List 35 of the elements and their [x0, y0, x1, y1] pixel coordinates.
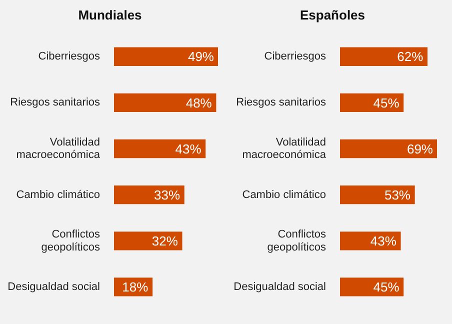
data-label: 69%	[406, 141, 434, 156]
data-label: 48%	[186, 95, 212, 110]
data-label: 32%	[152, 233, 178, 248]
data-label: 33%	[154, 187, 180, 202]
chart-title: Españoles	[300, 7, 366, 22]
bar	[114, 47, 218, 66]
y-tick-label: Ciberriesgos	[264, 50, 326, 63]
data-label: 49%	[188, 49, 214, 64]
bar	[114, 186, 184, 204]
y-tick-label: Volatilidad macroeconómica	[242, 136, 327, 162]
y-tick-label: Volatilidad macroeconómica	[16, 136, 101, 162]
y-tick-label: Riesgos sanitarios	[10, 96, 100, 109]
chart-title: Mundiales	[78, 7, 142, 22]
data-label: 45%	[373, 95, 400, 110]
bar	[114, 93, 216, 112]
data-label: 43%	[370, 233, 397, 248]
y-tick-label: Conflictos geopolíticos	[267, 228, 326, 254]
y-tick-label: Desigualdad social	[8, 281, 100, 293]
bar	[340, 47, 428, 66]
y-tick-label: Cambio climático	[16, 188, 100, 201]
y-tick-label: Conflictos geopolíticos	[41, 228, 100, 254]
y-tick-label: Ciberriesgos	[38, 50, 100, 63]
y-tick-label: Riesgos sanitarios	[236, 96, 326, 109]
bar	[114, 232, 182, 250]
bar	[340, 278, 404, 296]
data-label: 18%	[122, 280, 149, 295]
data-label: 45%	[373, 280, 400, 295]
y-tick-label: Desigualdad social	[234, 281, 326, 293]
data-label: 62%	[397, 49, 424, 64]
bar	[114, 139, 206, 158]
data-label: 53%	[384, 187, 411, 202]
bar	[340, 186, 415, 204]
data-label: 43%	[175, 141, 202, 156]
y-tick-label: Cambio climático	[242, 188, 326, 201]
bar	[340, 139, 437, 158]
